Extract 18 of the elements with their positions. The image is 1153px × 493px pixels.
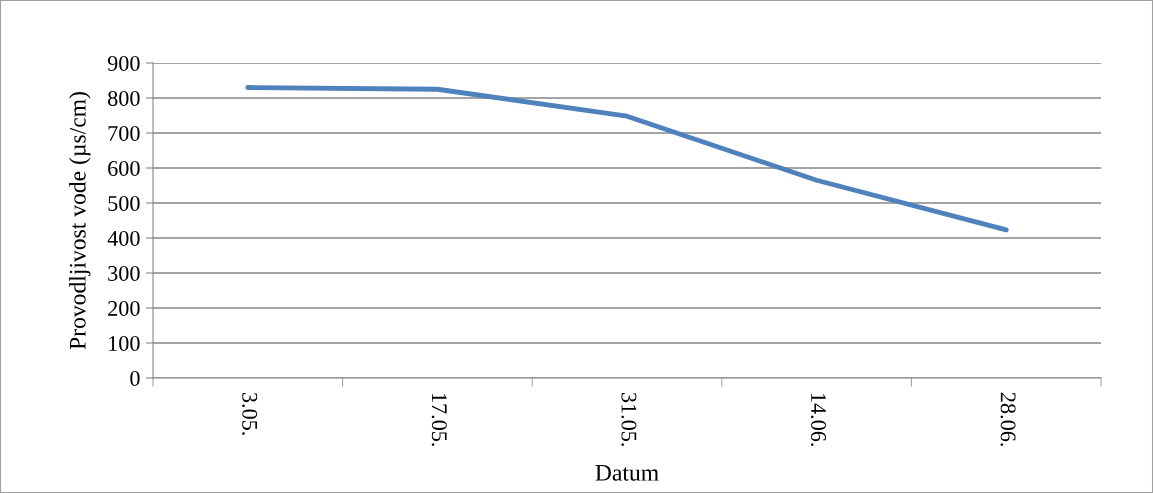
y-tick-label: 800 bbox=[108, 90, 140, 106]
y-tick-label: 300 bbox=[108, 265, 140, 281]
y-tick-label: 500 bbox=[108, 195, 140, 211]
y-tick-label: 200 bbox=[108, 300, 140, 316]
y-tick-label: 600 bbox=[108, 160, 140, 176]
x-tick-label: 17.05. bbox=[431, 393, 447, 446]
x-axis-title: Datum bbox=[595, 465, 659, 481]
y-tick-label: 100 bbox=[109, 335, 140, 351]
line-series bbox=[245, 85, 1009, 233]
y-tick-label: 700 bbox=[108, 125, 140, 141]
x-tick-label: 14.06. bbox=[810, 393, 827, 446]
y-tick-label: 400 bbox=[107, 230, 140, 246]
x-tick-label: 31.05. bbox=[621, 392, 637, 446]
x-tick-label: 28.06. bbox=[1000, 392, 1016, 446]
y-tick-label: 900 bbox=[107, 55, 140, 71]
x-tick-label: 3.05. bbox=[242, 392, 258, 435]
y-axis-title: Provodljivost vode (µs/cm) bbox=[69, 92, 91, 350]
y-tick-label: 0 bbox=[130, 370, 140, 386]
